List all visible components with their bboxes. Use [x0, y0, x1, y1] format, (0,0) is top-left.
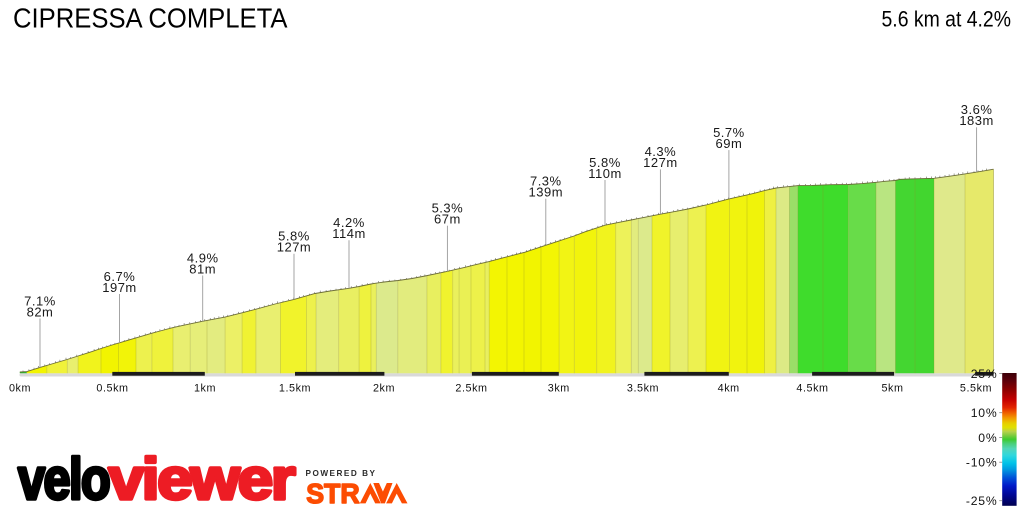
svg-text:5.5km: 5.5km: [960, 383, 992, 395]
svg-text:0%: 0%: [978, 431, 997, 445]
svg-text:82m: 82m: [27, 304, 54, 319]
svg-text:5.7%: 5.7%: [713, 125, 745, 140]
svg-text:CIPRESSA COMPLETA: CIPRESSA COMPLETA: [13, 3, 288, 34]
svg-text:69m: 69m: [716, 136, 743, 151]
svg-text:2.5km: 2.5km: [455, 383, 487, 395]
svg-text:5.8%: 5.8%: [589, 155, 621, 170]
svg-text:3.6%: 3.6%: [961, 102, 993, 117]
svg-text:5.6 km at 4.2%: 5.6 km at 4.2%: [882, 6, 1012, 31]
svg-text:67m: 67m: [434, 212, 461, 227]
svg-text:6.7%: 6.7%: [104, 269, 136, 284]
svg-text:3.5km: 3.5km: [627, 383, 659, 395]
svg-text:127m: 127m: [643, 155, 678, 170]
svg-text:1km: 1km: [194, 383, 216, 395]
svg-text:7.3%: 7.3%: [530, 174, 562, 189]
svg-text:5.8%: 5.8%: [278, 229, 310, 244]
svg-text:127m: 127m: [277, 240, 312, 255]
svg-text:10%: 10%: [971, 406, 998, 420]
svg-text:4km: 4km: [718, 383, 740, 395]
svg-text:-10%: -10%: [966, 455, 998, 469]
svg-text:1.5km: 1.5km: [279, 383, 311, 395]
svg-text:0.5km: 0.5km: [96, 383, 128, 395]
svg-text:0km: 0km: [9, 383, 31, 395]
svg-text:4.2%: 4.2%: [333, 215, 365, 230]
svg-text:velo: velo: [18, 447, 109, 512]
svg-text:4.3%: 4.3%: [645, 144, 677, 159]
svg-text:110m: 110m: [588, 166, 622, 181]
svg-text:4.9%: 4.9%: [187, 250, 219, 265]
svg-text:2km: 2km: [373, 383, 395, 395]
svg-text:-25%: -25%: [966, 494, 998, 508]
svg-text:POWERED BY: POWERED BY: [306, 469, 377, 478]
svg-text:4.5km: 4.5km: [796, 383, 828, 395]
svg-text:viewer: viewer: [109, 447, 296, 512]
svg-text:183m: 183m: [959, 113, 994, 128]
svg-text:197m: 197m: [102, 280, 137, 295]
svg-text:25%: 25%: [971, 367, 998, 381]
svg-text:STR: STR: [306, 478, 360, 509]
svg-text:3km: 3km: [548, 383, 570, 395]
svg-text:5km: 5km: [881, 383, 903, 395]
svg-text:5.3%: 5.3%: [432, 201, 464, 216]
svg-text:139m: 139m: [529, 185, 564, 200]
svg-text:81m: 81m: [189, 261, 216, 276]
svg-text:7.1%: 7.1%: [24, 293, 56, 308]
svg-text:114m: 114m: [332, 226, 366, 241]
